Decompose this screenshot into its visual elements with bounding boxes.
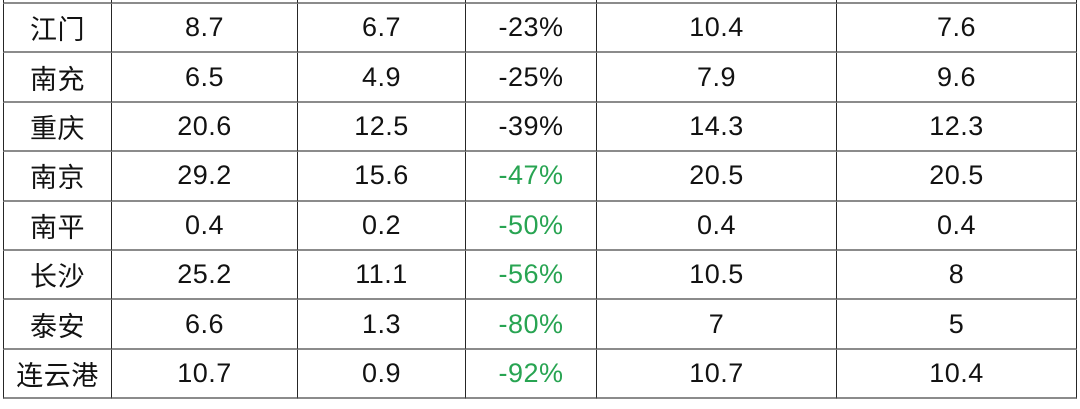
cropped-data-table: 江门 8.7 6.7 -23% 10.4 7.6 南充 6.5 4.9 -25%… [3,0,1077,400]
cell-value-d: 8 [837,250,1077,301]
cell-pct-change: -25% [466,53,597,103]
cell-value-c: 0.4 [597,201,837,251]
cell-value-b: 12.5 [298,102,466,153]
cell-pct-change: -39% [466,102,597,153]
cell-pct-change: -80% [466,300,597,350]
cell-value-a: 29.2 [112,152,298,202]
cell-value-a: 8.7 [112,4,298,54]
cell-city: 连云港 [3,349,112,400]
partial-cell [466,0,597,4]
cell-city: 长沙 [3,250,112,301]
cell-city: 南充 [3,53,112,103]
table-row: 泰安 6.6 1.3 -80% 7 5 [3,300,1077,350]
partial-cell [597,0,837,4]
cell-city: 重庆 [3,102,112,153]
partial-cell [112,0,298,4]
cell-pct-change: -50% [466,201,597,251]
cell-value-c: 7.9 [597,53,837,103]
cell-pct-change: -56% [466,250,597,301]
cell-value-d: 12.3 [837,102,1077,153]
cell-value-c: 10.7 [597,349,837,400]
cell-value-c: 10.5 [597,250,837,301]
table-row: 重庆 20.6 12.5 -39% 14.3 12.3 [3,102,1077,153]
cell-value-a: 25.2 [112,250,298,301]
partial-cell [3,0,112,4]
cell-value-b: 0.2 [298,201,466,251]
cell-value-d: 10.4 [837,349,1077,400]
cell-value-b: 0.9 [298,349,466,400]
cell-value-d: 9.6 [837,53,1077,103]
cell-value-a: 0.4 [112,201,298,251]
table-row: 连云港 10.7 0.9 -92% 10.7 10.4 [3,349,1077,400]
cell-pct-change: -92% [466,349,597,400]
table-row: 长沙 25.2 11.1 -56% 10.5 8 [3,250,1077,301]
cell-value-d: 5 [837,300,1077,350]
cell-value-b: 1.3 [298,300,466,350]
table-row: 南平 0.4 0.2 -50% 0.4 0.4 [3,201,1077,251]
cell-value-d: 7.6 [837,4,1077,54]
cell-value-b: 4.9 [298,53,466,103]
cell-city: 南平 [3,201,112,251]
cell-value-b: 6.7 [298,4,466,54]
cell-value-b: 15.6 [298,152,466,202]
cell-pct-change: -47% [466,152,597,202]
cell-value-c: 10.4 [597,4,837,54]
table-row-partial [3,0,1077,4]
table-row: 南京 29.2 15.6 -47% 20.5 20.5 [3,152,1077,202]
cell-city: 泰安 [3,300,112,350]
table-row: 江门 8.7 6.7 -23% 10.4 7.6 [3,4,1077,54]
cell-value-c: 20.5 [597,152,837,202]
cell-value-b: 11.1 [298,250,466,301]
cell-city: 江门 [3,4,112,54]
cell-city: 南京 [3,152,112,202]
cell-value-a: 20.6 [112,102,298,153]
cell-value-c: 14.3 [597,102,837,153]
cell-pct-change: -23% [466,4,597,54]
table-row: 南充 6.5 4.9 -25% 7.9 9.6 [3,53,1077,103]
cell-value-d: 0.4 [837,201,1077,251]
cell-value-c: 7 [597,300,837,350]
cell-value-a: 6.6 [112,300,298,350]
cell-value-a: 6.5 [112,53,298,103]
cell-value-a: 10.7 [112,349,298,400]
partial-cell [298,0,466,4]
partial-cell [837,0,1077,4]
cell-value-d: 20.5 [837,152,1077,202]
